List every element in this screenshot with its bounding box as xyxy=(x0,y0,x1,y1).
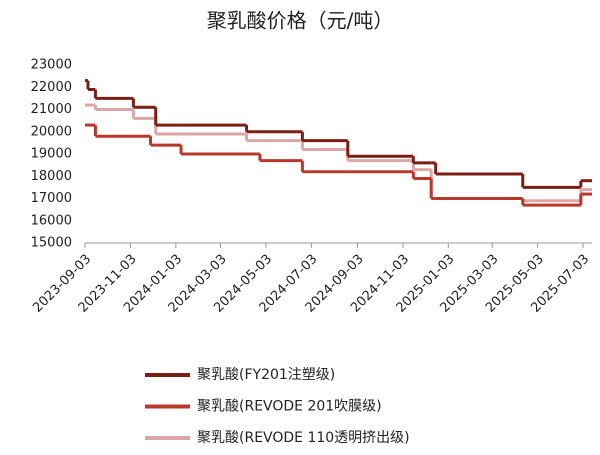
y-tick-label: 21000 xyxy=(31,102,72,117)
y-tick-label: 22000 xyxy=(31,80,72,95)
y-tick-label: 15000 xyxy=(31,236,72,251)
legend-label: 聚乳酸(FY201注塑级) xyxy=(197,367,335,383)
legend-label: 聚乳酸(REVODE 201吹膜级) xyxy=(197,399,382,415)
legend-label: 聚乳酸(REVODE 110透明挤出级) xyxy=(197,430,410,446)
y-tick-label: 20000 xyxy=(31,124,72,139)
y-tick-label: 19000 xyxy=(31,147,72,162)
y-tick-label: 16000 xyxy=(31,213,72,228)
y-tick-label: 18000 xyxy=(31,169,72,184)
y-tick-label: 23000 xyxy=(31,58,72,73)
y-tick-label: 17000 xyxy=(31,191,72,206)
chart-title: 聚乳酸价格（元/吨） xyxy=(207,9,394,33)
